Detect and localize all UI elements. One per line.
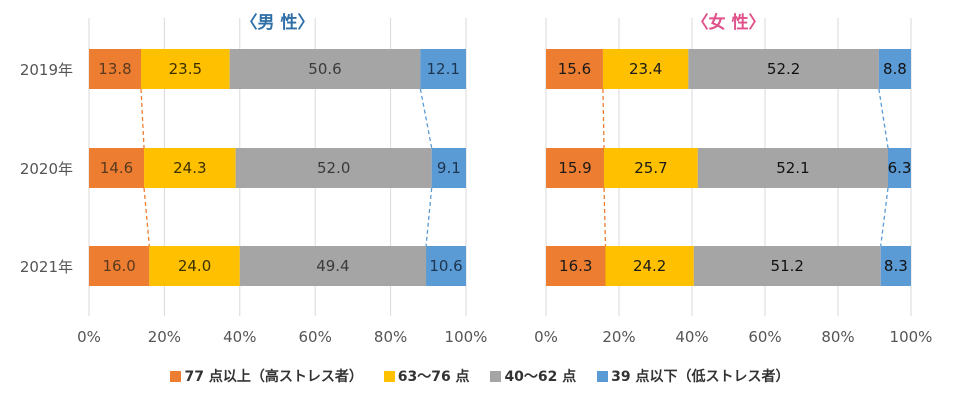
x-tick-label: 100% [445, 328, 488, 346]
bar-segment [89, 49, 142, 89]
data-label: 50.6 [308, 60, 341, 78]
bar-segment [239, 246, 427, 286]
bar-segment [697, 148, 889, 188]
chart-legend: 77 点以上（高ストレス者） 63～76 点 40～62 点 39 点以下（低ス… [0, 366, 960, 386]
y-category-label: 2019年 [20, 61, 73, 79]
data-label: 51.2 [771, 257, 804, 275]
bar-segment [880, 246, 911, 286]
data-label: 6.3 [888, 159, 912, 177]
bar-segment [546, 246, 606, 286]
connector-line-low [878, 88, 889, 149]
data-label: 23.5 [169, 60, 202, 78]
male-chart: 0% 20% 40% 60% 80% 100% 〈男 性〉 13.8 23.5 50.6 12.1 2… [20, 12, 488, 346]
x-tick-label: 20% [148, 328, 181, 346]
legend-label: 39 点以下（低ストレス者） [611, 369, 790, 385]
legend-label: 40～62 点 [504, 369, 577, 385]
x-tick-label: 100% [890, 328, 933, 346]
legend-label: 77 点以上（高ストレス者） [184, 369, 363, 385]
bar-segment [693, 246, 881, 286]
legend-item-low-stress: 39 点以下（低ストレス者） [597, 366, 790, 386]
x-tick-label: 0% [77, 328, 101, 346]
chart-title: 〈男 性〉 [241, 12, 315, 33]
data-label: 52.2 [767, 60, 800, 78]
bar-segment [420, 49, 466, 89]
data-label: 14.6 [100, 159, 133, 177]
bar-segment [546, 49, 603, 89]
y-category-label: 2020年 [20, 160, 73, 178]
x-tick-label: 60% [748, 328, 781, 346]
data-label: 49.4 [316, 257, 349, 275]
connector-line-high [603, 187, 607, 247]
x-tick-label: 60% [299, 328, 332, 346]
bar-segment [149, 246, 240, 286]
bar-segment [688, 49, 879, 89]
data-label: 16.3 [559, 257, 592, 275]
data-label: 52.0 [317, 159, 350, 177]
bar-segment [229, 49, 421, 89]
legend-item-high-stress: 77 点以上（高ストレス者） [170, 366, 363, 386]
x-tick-label: 80% [374, 328, 407, 346]
bar-segment [141, 49, 230, 89]
connector-line-low [419, 88, 433, 149]
data-label: 16.0 [102, 257, 135, 275]
data-label: 23.4 [629, 60, 662, 78]
x-tick-label: 0% [534, 328, 558, 346]
data-label: 15.9 [558, 159, 591, 177]
bar-segment [604, 148, 698, 188]
data-label: 52.1 [776, 159, 809, 177]
legend-label: 63～76 点 [397, 369, 470, 385]
bar-segment [426, 246, 466, 286]
bar-segment [89, 148, 145, 188]
chart-title: 〈女 性〉 [692, 12, 766, 33]
female-chart: 0% 20% 40% 60% 80% 100% 〈女 性〉 15.6 23.4 52.2 8.8 15… [534, 12, 932, 346]
data-label: 8.8 [883, 60, 907, 78]
data-label: 12.1 [426, 60, 459, 78]
bar-segment [546, 148, 605, 188]
data-label: 24.0 [178, 257, 211, 275]
x-tick-label: 40% [223, 328, 256, 346]
data-label: 10.6 [429, 257, 462, 275]
x-tick-label: 80% [821, 328, 854, 346]
bar-segment [878, 49, 911, 89]
bar-segment [602, 49, 689, 89]
legend-item-40-62: 40～62 点 [490, 366, 576, 386]
connector-line-low [880, 187, 889, 247]
bar-segment [888, 148, 911, 188]
data-label: 24.2 [633, 257, 666, 275]
connector-line-high [140, 88, 145, 149]
data-label: 25.7 [634, 159, 667, 177]
bar-segment [89, 246, 150, 286]
legend-swatch [597, 371, 609, 382]
x-tick-label: 20% [602, 328, 635, 346]
bar-segment [235, 148, 432, 188]
bar-segment [144, 148, 236, 188]
legend-item-63-76: 63～76 点 [383, 366, 470, 386]
connector-line-low [425, 187, 433, 247]
legend-swatch [490, 371, 502, 382]
data-label: 15.6 [558, 60, 591, 78]
connector-line-high [143, 187, 150, 247]
x-tick-label: 40% [675, 328, 708, 346]
y-category-label: 2021年 [20, 258, 73, 276]
legend-swatch [170, 371, 182, 382]
data-label: 13.8 [98, 60, 131, 78]
bar-segment [605, 246, 694, 286]
data-label: 9.1 [437, 159, 461, 177]
bar-segment [431, 148, 466, 188]
legend-swatch [383, 371, 395, 382]
connector-line-high [602, 88, 605, 149]
data-label: 24.3 [173, 159, 206, 177]
data-label: 8.3 [884, 257, 908, 275]
